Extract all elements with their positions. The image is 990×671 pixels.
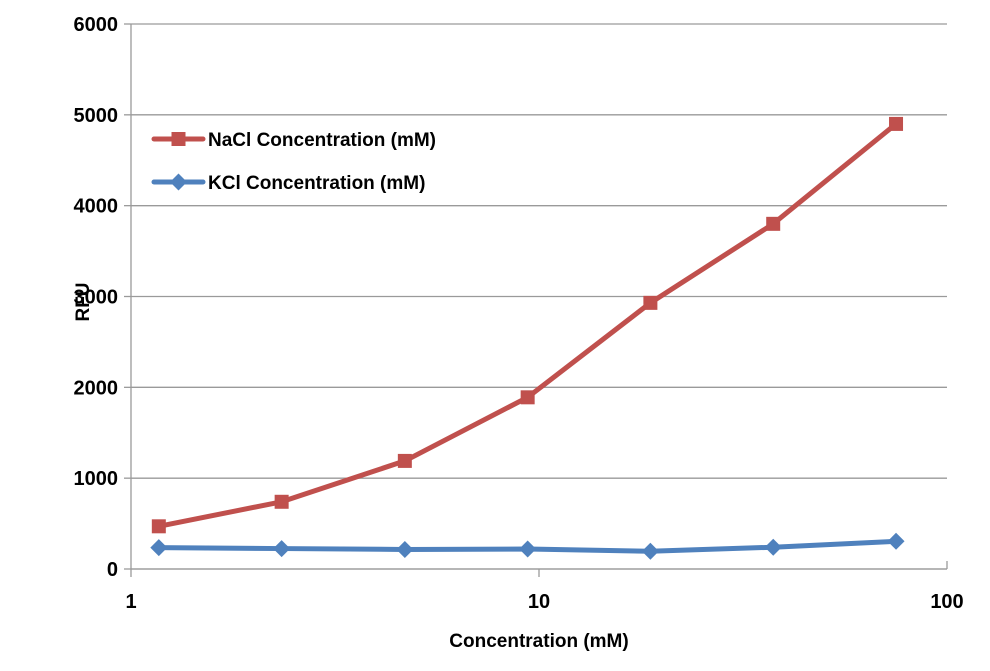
legend-diamond-marker-icon <box>170 173 187 191</box>
y-axis-title: RFU <box>73 282 94 321</box>
y-tick-label: 4000 <box>74 196 119 218</box>
square-marker-nacl <box>397 453 412 468</box>
diamond-marker-kcl <box>396 540 414 558</box>
y-tick-label: 1000 <box>74 468 119 490</box>
square-marker-nacl <box>274 494 289 509</box>
y-tick-label: 6000 <box>74 14 119 36</box>
diamond-marker-kcl <box>641 542 659 560</box>
square-marker-nacl <box>889 116 904 131</box>
diamond-marker-kcl <box>519 540 537 558</box>
y-tick-label: 2000 <box>74 377 119 399</box>
y-tick-label: 3000 <box>74 287 119 309</box>
x-tick-label: 1 <box>125 591 136 613</box>
axes-group <box>124 23 948 577</box>
legend-label: NaCl Concentration (mM) <box>208 130 436 151</box>
x-axis-title: Concentration (mM) <box>449 631 628 652</box>
legend-item-nacl: NaCl Concentration (mM) <box>151 130 436 151</box>
axis-labels-group: 0 1000 2000 3000 4000 5000 6000 1 10 100 RFU Concen… <box>73 14 964 652</box>
series-group <box>150 116 905 560</box>
y-tick-label: 0 <box>107 559 118 581</box>
legend-item-kcl: KCl Concentration (mM) <box>151 173 425 194</box>
square-marker-nacl <box>151 519 166 534</box>
diamond-marker-kcl <box>150 539 168 557</box>
diamond-marker-kcl <box>887 532 905 550</box>
x-tick-label: 100 <box>930 591 963 613</box>
diamond-marker-kcl <box>764 538 782 556</box>
square-marker-nacl <box>766 216 781 231</box>
diamond-marker-kcl <box>273 540 291 558</box>
legend-label: KCl Concentration (mM) <box>208 173 425 194</box>
square-marker-nacl <box>520 390 535 405</box>
gridlines-group <box>131 23 947 570</box>
y-tick-label: 5000 <box>74 105 119 127</box>
legend-square-marker-icon <box>171 132 186 146</box>
x-tick-label: 10 <box>528 591 550 613</box>
legend-group: NaCl Concentration (mM) KCl Concentration… <box>151 130 436 194</box>
square-marker-nacl <box>643 295 658 310</box>
